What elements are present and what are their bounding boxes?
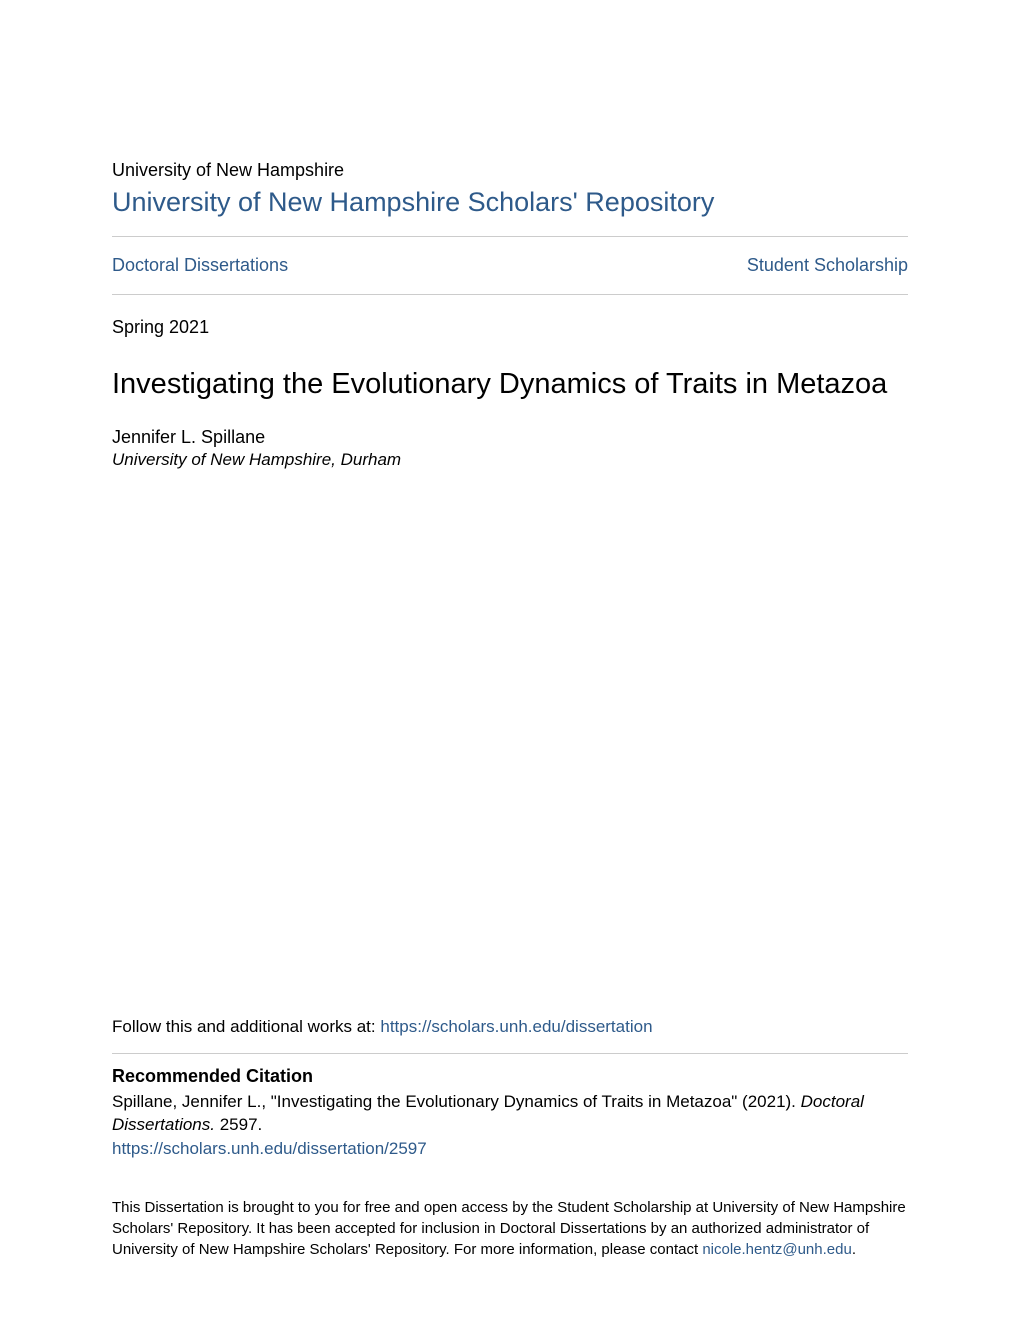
document-title: Investigating the Evolutionary Dynamics …: [112, 368, 908, 401]
university-name: University of New Hampshire: [112, 160, 908, 181]
citation-text-part1: Spillane, Jennifer L., "Investigating th…: [112, 1092, 801, 1111]
header-block: University of New Hampshire University o…: [112, 160, 908, 218]
page-container: University of New Hampshire University o…: [0, 0, 1020, 1320]
footer-text: This Dissertation is brought to you for …: [112, 1197, 908, 1260]
author-name: Jennifer L. Spillane: [112, 427, 908, 448]
citation-heading: Recommended Citation: [112, 1066, 908, 1087]
author-block: Jennifer L. Spillane University of New H…: [112, 427, 908, 470]
citation-section: Recommended Citation Spillane, Jennifer …: [112, 1066, 908, 1159]
follow-link[interactable]: https://scholars.unh.edu/dissertation: [380, 1017, 652, 1036]
nav-link-student-scholarship[interactable]: Student Scholarship: [747, 255, 908, 276]
publication-date: Spring 2021: [112, 317, 908, 338]
repository-title-link[interactable]: University of New Hampshire Scholars' Re…: [112, 187, 908, 218]
divider-nav: [112, 294, 908, 295]
footer-contact-email[interactable]: nicole.hentz@unh.edu: [702, 1241, 852, 1258]
follow-section: Follow this and additional works at: htt…: [112, 1017, 908, 1037]
nav-row: Doctoral Dissertations Student Scholarsh…: [112, 237, 908, 294]
author-affiliation: University of New Hampshire, Durham: [112, 450, 908, 470]
citation-url-link[interactable]: https://scholars.unh.edu/dissertation/25…: [112, 1139, 908, 1159]
divider-citation: [112, 1053, 908, 1054]
citation-text: Spillane, Jennifer L., "Investigating th…: [112, 1091, 908, 1137]
follow-prefix: Follow this and additional works at:: [112, 1017, 380, 1036]
citation-text-part2: 2597.: [215, 1115, 262, 1134]
footer-period: .: [852, 1241, 856, 1258]
content-spacer: [112, 478, 908, 1017]
nav-link-doctoral-dissertations[interactable]: Doctoral Dissertations: [112, 255, 288, 276]
